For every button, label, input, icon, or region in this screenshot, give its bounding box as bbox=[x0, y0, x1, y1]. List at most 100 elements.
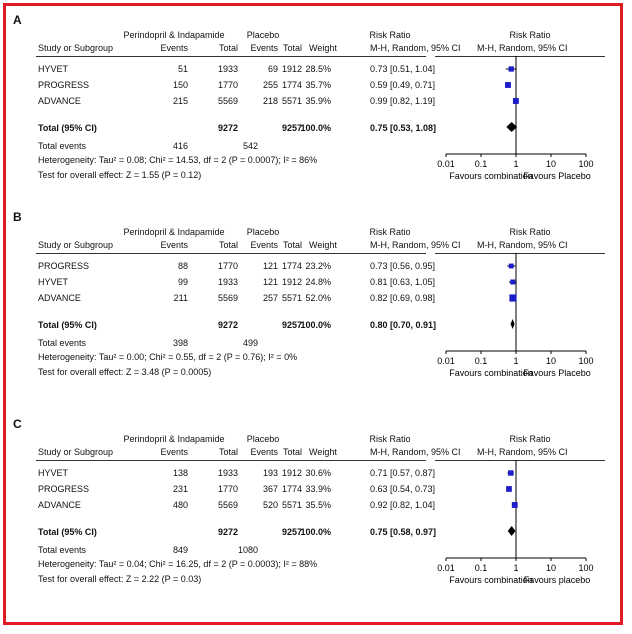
study-total2: 1774 bbox=[281, 80, 302, 90]
study-total1: 5569 bbox=[217, 500, 238, 510]
total-name: Total (95% CI) bbox=[38, 527, 97, 537]
total-weight: 100.0% bbox=[300, 123, 331, 133]
study-events2: 121 bbox=[262, 261, 278, 271]
study-total2: 5571 bbox=[281, 293, 302, 303]
total-weight: 100.0% bbox=[300, 527, 331, 537]
total-total1: 9272 bbox=[217, 320, 238, 330]
study-marker bbox=[508, 263, 514, 269]
total2-header: Total bbox=[282, 447, 302, 457]
heterogeneity: Heterogeneity: Tau² = 0.04; Chi² = 16.25… bbox=[38, 559, 318, 569]
study-total2: 1912 bbox=[281, 64, 302, 74]
x-tick-label: 10 bbox=[546, 356, 556, 366]
study-total1: 1770 bbox=[217, 261, 238, 271]
study-events1: 211 bbox=[173, 293, 188, 303]
x-tick-label: 0.01 bbox=[437, 356, 455, 366]
favours-left-label: Favours combination bbox=[449, 368, 533, 378]
study-events1: 138 bbox=[172, 468, 188, 478]
study-total1: 1770 bbox=[217, 484, 238, 494]
study-header: Study or Subgroup bbox=[38, 240, 114, 250]
study-marker bbox=[510, 279, 516, 285]
group1-header: Perindopril & Indapamide bbox=[123, 434, 225, 444]
study-marker bbox=[508, 66, 514, 72]
study-weight: 33.9% bbox=[305, 484, 331, 494]
study-name: HYVET bbox=[38, 277, 69, 287]
study-weight: 52.0% bbox=[305, 293, 331, 303]
favours-left-label: Favours combination bbox=[449, 171, 533, 181]
overall-effect: Test for overall effect: Z = 3.48 (P = 0… bbox=[38, 367, 212, 377]
favours-right-label: Favours Placebo bbox=[523, 171, 591, 181]
group1-header: Perindopril & Indapamide bbox=[123, 227, 225, 237]
header-rule-plot bbox=[435, 56, 605, 57]
study-weight: 28.5% bbox=[305, 64, 331, 74]
total-total1: 9272 bbox=[217, 123, 238, 133]
forest-plot: 0.01 0.1 1 10 100 Favours combinationFavours … bbox=[437, 56, 594, 181]
events1-header: Events bbox=[160, 43, 188, 53]
study-events1: 150 bbox=[172, 80, 188, 90]
study-total2: 1774 bbox=[281, 484, 302, 494]
total-rr: 0.80 [0.70, 0.91] bbox=[370, 320, 437, 330]
favours-right-label: Favours placebo bbox=[524, 575, 591, 585]
rr-plot-header: Risk Ratio bbox=[509, 434, 551, 444]
study-events2: 255 bbox=[262, 80, 278, 90]
rr-method-header: M-H, Random, 95% CI bbox=[370, 447, 461, 457]
study-name: ADVANCE bbox=[38, 500, 81, 510]
heterogeneity: Heterogeneity: Tau² = 0.00; Chi² = 0.55,… bbox=[38, 352, 298, 362]
study-name: HYVET bbox=[38, 468, 69, 478]
study-events1: 480 bbox=[172, 500, 188, 510]
study-rr: 0.63 [0.54, 0.73] bbox=[370, 484, 436, 494]
x-tick-label: 10 bbox=[546, 563, 556, 573]
study-events2: 121 bbox=[262, 277, 278, 287]
heterogeneity: Heterogeneity: Tau² = 0.08; Chi² = 14.53… bbox=[38, 155, 318, 165]
figure-frame bbox=[3, 3, 623, 625]
total-weight: 100.0% bbox=[300, 320, 331, 330]
study-header: Study or Subgroup bbox=[38, 43, 114, 53]
forest-plot: 0.01 0.1 1 10 100 Favours combinationFavours … bbox=[437, 253, 594, 378]
study-events2: 520 bbox=[262, 500, 278, 510]
panel-label: A bbox=[13, 13, 22, 27]
study-rr: 0.59 [0.49, 0.71] bbox=[370, 80, 436, 90]
panel-label: C bbox=[13, 417, 22, 431]
group2-header: Placebo bbox=[246, 227, 280, 237]
study-events1: 88 bbox=[177, 261, 188, 271]
total1-header: Total bbox=[218, 43, 238, 53]
total-events-label: Total events bbox=[38, 141, 87, 151]
pooled-diamond bbox=[510, 319, 515, 329]
total-events1: 849 bbox=[172, 545, 188, 555]
study-total1: 5569 bbox=[217, 96, 238, 106]
total-rr: 0.75 [0.53, 1.08] bbox=[370, 123, 437, 133]
total-events2: 499 bbox=[242, 338, 258, 348]
header-rule bbox=[36, 460, 426, 461]
rr-method-header: M-H, Random, 95% CI bbox=[370, 240, 461, 250]
study-marker bbox=[505, 82, 511, 88]
study-name: PROGRESS bbox=[38, 484, 90, 494]
study-name: HYVET bbox=[38, 64, 69, 74]
study-events1: 231 bbox=[172, 484, 188, 494]
x-tick-label: 1 bbox=[513, 159, 518, 169]
study-rr: 0.73 [0.51, 1.04] bbox=[370, 64, 436, 74]
forest-plot: 0.01 0.1 1 10 100 Favours combinationFavours … bbox=[437, 460, 594, 585]
study-rr: 0.73 [0.56, 0.95] bbox=[370, 261, 436, 271]
study-name: PROGRESS bbox=[38, 261, 90, 271]
study-events1: 99 bbox=[177, 277, 188, 287]
x-tick-label: 0.01 bbox=[437, 563, 455, 573]
study-weight: 23.2% bbox=[305, 261, 331, 271]
study-events2: 218 bbox=[262, 96, 278, 106]
total-total2: 9257 bbox=[281, 320, 302, 330]
rr-plot-method-header: M-H, Random, 95% CI bbox=[477, 240, 568, 250]
study-weight: 35.9% bbox=[305, 96, 331, 106]
study-total2: 1912 bbox=[281, 277, 302, 287]
panel-label: B bbox=[13, 210, 22, 224]
events2-header: Events bbox=[250, 43, 278, 53]
rr-method-header: M-H, Random, 95% CI bbox=[370, 43, 461, 53]
x-tick-label: 1 bbox=[513, 356, 518, 366]
study-events1: 215 bbox=[172, 96, 188, 106]
study-total1: 5569 bbox=[217, 293, 238, 303]
study-rr: 0.99 [0.82, 1.19] bbox=[370, 96, 436, 106]
x-tick-label: 0.1 bbox=[475, 563, 488, 573]
study-marker bbox=[506, 486, 512, 492]
x-tick-label: 10 bbox=[546, 159, 556, 169]
rr-plot-header: Risk Ratio bbox=[509, 30, 551, 40]
study-header: Study or Subgroup bbox=[38, 447, 114, 457]
rr-header: Risk Ratio bbox=[369, 30, 411, 40]
rr-plot-method-header: M-H, Random, 95% CI bbox=[477, 447, 568, 457]
